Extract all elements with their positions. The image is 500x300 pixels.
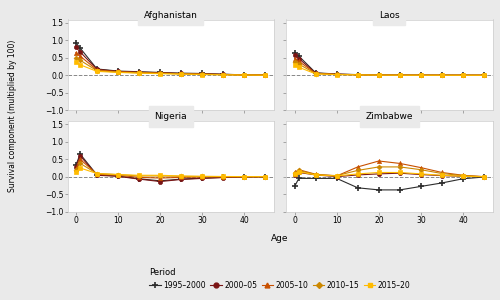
Title: Nigeria: Nigeria: [154, 112, 187, 121]
Title: Afghanistan: Afghanistan: [144, 11, 198, 20]
Text: Age: Age: [271, 234, 289, 243]
Title: Laos: Laos: [379, 11, 400, 20]
Text: Survival component (multiplied by 100): Survival component (multiplied by 100): [8, 39, 17, 192]
Title: Zimbabwe: Zimbabwe: [366, 112, 413, 121]
Legend: 1995–2000, 2000–05, 2005–10, 2010–15, 2015–20: 1995–2000, 2000–05, 2005–10, 2010–15, 20…: [146, 265, 414, 293]
